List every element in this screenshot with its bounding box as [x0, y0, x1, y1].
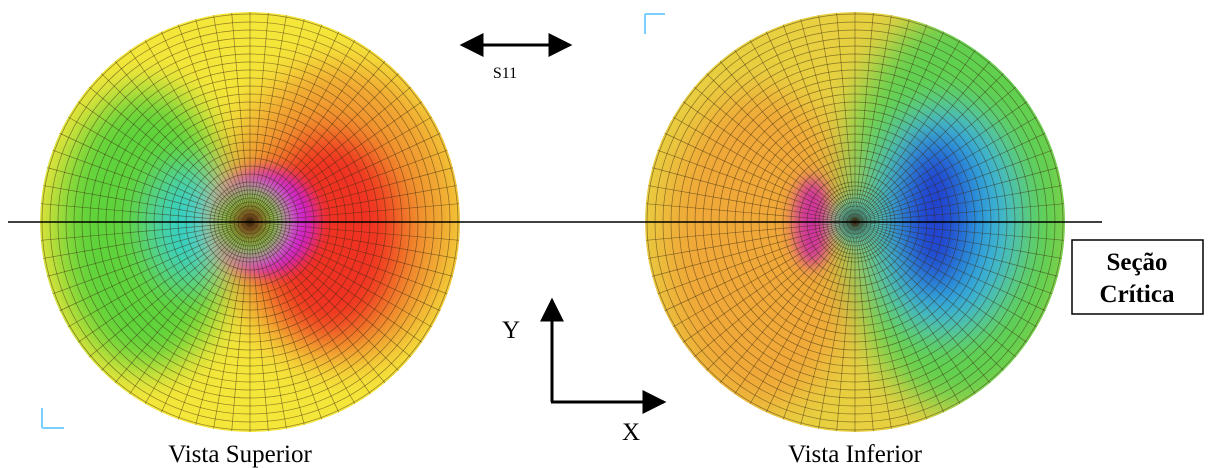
stress-label: S11 [493, 65, 517, 82]
view-label: Vista Superior [168, 441, 312, 468]
figure: S11 Y X Seção Crítica Vista Superior Vis… [0, 0, 1214, 468]
page: {"annotations": {"stress_component": "S1… [0, 0, 1214, 468]
y-axis-label: Y [502, 317, 520, 344]
contour-bottom-view [645, 10, 1080, 432]
view-label: Vista Inferior [788, 441, 923, 468]
critical-section-label: Seção [1106, 249, 1167, 276]
critical-section-label: Crítica [1100, 281, 1175, 308]
x-axis-label: X [622, 419, 640, 446]
